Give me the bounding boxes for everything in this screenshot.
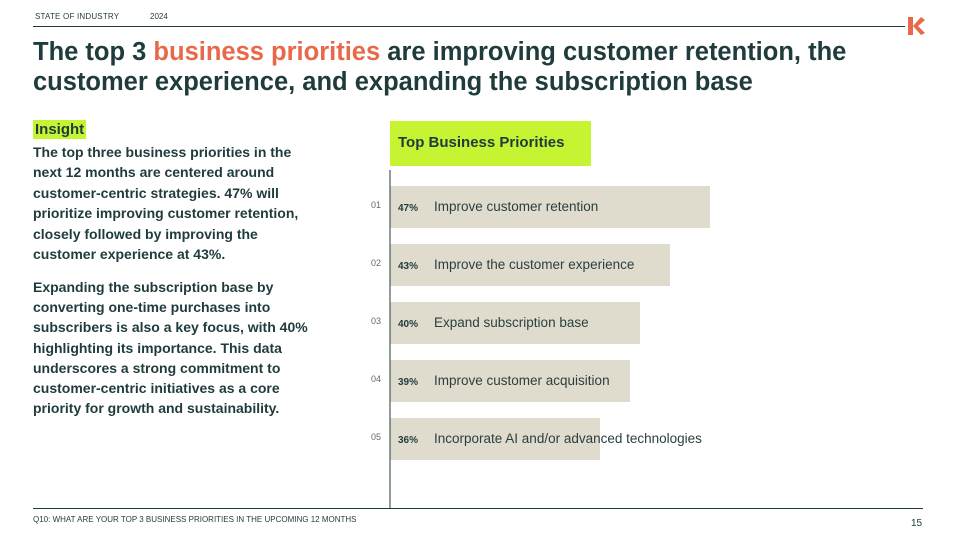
category-label: Improve customer acquisition bbox=[434, 373, 610, 388]
rank-label: 01 bbox=[371, 200, 381, 210]
value-label: 47% bbox=[398, 203, 418, 214]
bar-4 bbox=[390, 360, 630, 402]
page-title: The top 3 business priorities are improv… bbox=[33, 37, 933, 97]
insight-paragraph-2: Expanding the subscription base by conve… bbox=[33, 279, 308, 417]
bar-3 bbox=[390, 302, 640, 344]
rank-label: 03 bbox=[371, 316, 381, 326]
category-label: Improve customer retention bbox=[434, 199, 598, 214]
rank-label: 02 bbox=[371, 258, 381, 268]
footer-question: Q10: WHAT ARE YOUR TOP 3 BUSINESS PRIORI… bbox=[33, 515, 357, 524]
title-prefix: The top 3 bbox=[33, 38, 154, 66]
brand-logo-icon bbox=[908, 17, 925, 35]
page-number: 15 bbox=[911, 518, 923, 529]
header-divider bbox=[33, 26, 905, 27]
category-label: Expand subscription base bbox=[434, 315, 589, 330]
value-label: 43% bbox=[398, 261, 418, 272]
value-label: 36% bbox=[398, 435, 418, 446]
rank-label: 05 bbox=[371, 432, 381, 442]
priorities-bar-chart: 01 47% Improve customer retention 02 43% Impr… bbox=[371, 170, 710, 508]
header-section-label: STATE OF INDUSTRY bbox=[35, 12, 120, 21]
title-accent: business priorities bbox=[153, 38, 381, 66]
category-label: Incorporate AI and/or advanced technolog… bbox=[434, 431, 702, 446]
bar-1 bbox=[390, 186, 710, 228]
title-suffix: are improving customer retention, the cu… bbox=[33, 38, 847, 96]
value-label: 40% bbox=[398, 319, 418, 330]
bar-2 bbox=[390, 244, 670, 286]
rank-label: 04 bbox=[371, 374, 381, 384]
value-label: 39% bbox=[398, 377, 418, 388]
category-label: Improve the customer experience bbox=[434, 257, 634, 272]
footer-divider bbox=[33, 508, 923, 509]
bar-5 bbox=[390, 418, 600, 460]
insight-paragraph-1: The top three business priorities in the… bbox=[33, 144, 299, 263]
insight-label: Insight bbox=[33, 120, 87, 139]
chart-title: Top Business Priorities bbox=[390, 121, 591, 166]
header-year: 2024 bbox=[150, 12, 168, 21]
